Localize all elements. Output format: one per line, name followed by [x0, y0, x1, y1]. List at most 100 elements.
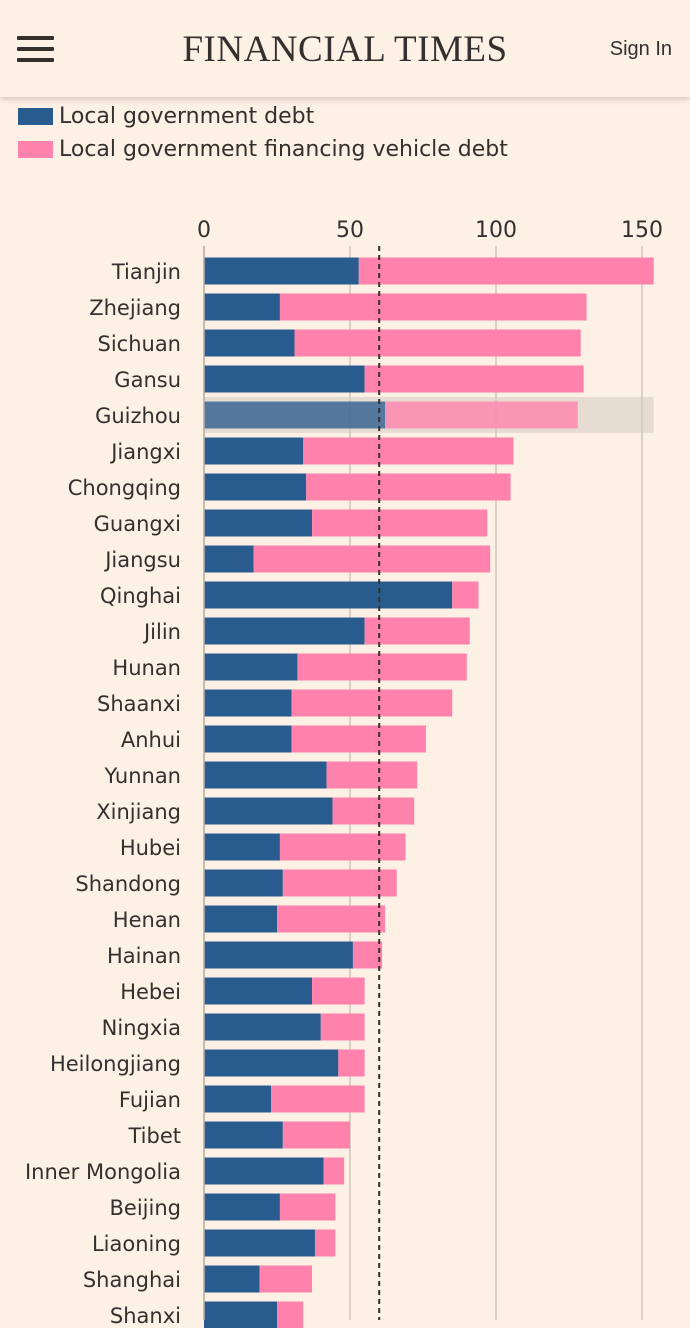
bar-guizhou-lgfv-debt: [385, 401, 578, 429]
legend-item-local-government-debt: Local government debt: [18, 100, 508, 133]
bar-gansu-local-government-debt: [204, 365, 365, 393]
bar-yunnan-lgfv-debt: [326, 761, 418, 789]
category-label-qinghai: Qinghai: [100, 584, 181, 608]
category-label-hunan: Hunan: [112, 656, 181, 680]
bar-heilongjiang-lgfv-debt: [338, 1049, 365, 1077]
category-label-chongqing: Chongqing: [68, 476, 181, 500]
category-label-shandong: Shandong: [75, 872, 181, 896]
bar-inner-mongolia-lgfv-debt: [323, 1157, 345, 1185]
category-label-jiangxi: Jiangxi: [109, 440, 181, 464]
bar-jiangxi-lgfv-debt: [303, 437, 514, 465]
bar-ningxia-local-government-debt: [204, 1013, 321, 1041]
bar-hubei-local-government-debt: [204, 833, 280, 861]
bar-qinghai-lgfv-debt: [452, 581, 479, 609]
bar-guizhou-local-government-debt: [204, 401, 386, 429]
bar-heilongjiang-local-government-debt: [204, 1049, 339, 1077]
bar-shandong-local-government-debt: [204, 869, 283, 897]
bar-jiangxi-local-government-debt: [204, 437, 304, 465]
bar-beijing-local-government-debt: [204, 1193, 280, 1221]
category-label-sichuan: Sichuan: [97, 332, 181, 356]
bar-chongqing-lgfv-debt: [306, 473, 511, 501]
bar-hunan-local-government-debt: [204, 653, 298, 681]
category-label-beijing: Beijing: [110, 1196, 181, 1220]
bar-fujian-lgfv-debt: [271, 1085, 365, 1113]
bar-jiangsu-lgfv-debt: [253, 545, 491, 573]
category-label-guangxi: Guangxi: [94, 512, 181, 536]
category-label-jiangsu: Jiangsu: [103, 548, 181, 572]
bar-qinghai-local-government-debt: [204, 581, 453, 609]
bar-anhui-local-government-debt: [204, 725, 292, 753]
bar-hebei-local-government-debt: [204, 977, 313, 1005]
bar-xinjiang-lgfv-debt: [332, 797, 415, 825]
category-label-liaoning: Liaoning: [92, 1232, 181, 1256]
category-label-ningxia: Ningxia: [102, 1016, 181, 1040]
category-label-tibet: Tibet: [128, 1124, 182, 1148]
bar-tibet-lgfv-debt: [282, 1121, 350, 1149]
bar-tianjin-local-government-debt: [204, 257, 359, 285]
category-label-guizhou: Guizhou: [95, 404, 181, 428]
category-label-tianjin: Tianjin: [111, 260, 181, 284]
legend-item-lgfv-debt: Local government financing vehicle debt: [18, 133, 508, 166]
bar-shaanxi-local-government-debt: [204, 689, 292, 717]
bar-fujian-local-government-debt: [204, 1085, 272, 1113]
category-label-shanghai: Shanghai: [83, 1268, 181, 1292]
bar-ningxia-lgfv-debt: [320, 1013, 365, 1041]
bar-hubei-lgfv-debt: [279, 833, 406, 861]
bar-xinjiang-local-government-debt: [204, 797, 333, 825]
legend-swatch-lgfv-debt: [18, 141, 53, 158]
category-label-gansu: Gansu: [114, 368, 181, 392]
bar-yunnan-local-government-debt: [204, 761, 327, 789]
bar-liaoning-local-government-debt: [204, 1229, 315, 1257]
bar-guangxi-local-government-debt: [204, 509, 313, 537]
category-label-heilongjiang: Heilongjiang: [50, 1052, 181, 1076]
legend-label-lgfv-debt: Local government financing vehicle debt: [59, 137, 508, 162]
category-label-xinjiang: Xinjiang: [96, 800, 181, 824]
x-tick-label-150: 150: [621, 218, 663, 243]
category-label-zhejiang: Zhejiang: [89, 296, 181, 320]
hamburger-menu-icon[interactable]: [17, 36, 54, 62]
x-tick-label-50: 50: [336, 218, 364, 243]
bar-anhui-lgfv-debt: [291, 725, 426, 753]
bar-liaoning-lgfv-debt: [314, 1229, 336, 1257]
bar-chongqing-local-government-debt: [204, 473, 307, 501]
chart-legend: Local government debt Local government f…: [18, 100, 508, 166]
site-header: FINANCIAL TIMES Sign In: [0, 0, 690, 97]
bar-hainan-local-government-debt: [204, 941, 353, 969]
category-label-yunnan: Yunnan: [103, 764, 181, 788]
masthead-logo[interactable]: FINANCIAL TIMES: [182, 29, 508, 70]
category-label-shaanxi: Shaanxi: [97, 692, 181, 716]
bar-shanghai-lgfv-debt: [259, 1265, 313, 1293]
category-label-inner-mongolia: Inner Mongolia: [25, 1160, 181, 1184]
bar-guangxi-lgfv-debt: [312, 509, 488, 537]
bar-shandong-lgfv-debt: [282, 869, 397, 897]
category-label-hubei: Hubei: [120, 836, 181, 860]
bar-tibet-local-government-debt: [204, 1121, 283, 1149]
bar-hainan-lgfv-debt: [352, 941, 383, 969]
bar-tianjin-lgfv-debt: [358, 257, 654, 285]
masthead-container: FINANCIAL TIMES: [0, 28, 690, 71]
bar-jilin-lgfv-debt: [364, 617, 470, 645]
bar-gansu-lgfv-debt: [364, 365, 584, 393]
bar-henan-local-government-debt: [204, 905, 277, 933]
bar-hunan-lgfv-debt: [297, 653, 467, 681]
bar-hebei-lgfv-debt: [312, 977, 365, 1005]
category-label-hainan: Hainan: [107, 944, 181, 968]
bar-zhejiang-local-government-debt: [204, 293, 280, 321]
bar-beijing-lgfv-debt: [279, 1193, 336, 1221]
category-label-hebei: Hebei: [120, 980, 181, 1004]
bar-inner-mongolia-local-government-debt: [204, 1157, 324, 1185]
legend-swatch-local-government-debt: [18, 108, 53, 125]
bar-jilin-local-government-debt: [204, 617, 365, 645]
bar-jiangsu-local-government-debt: [204, 545, 254, 573]
legend-label-local-government-debt: Local government debt: [59, 104, 315, 129]
bar-shanxi-lgfv-debt: [277, 1301, 304, 1328]
category-label-anhui: Anhui: [121, 728, 181, 752]
sign-in-link[interactable]: Sign In: [609, 38, 672, 60]
x-tick-label-100: 100: [475, 218, 517, 243]
category-label-henan: Henan: [113, 908, 181, 932]
category-label-fujian: Fujian: [119, 1088, 181, 1112]
bar-zhejiang-lgfv-debt: [279, 293, 587, 321]
bar-sichuan-local-government-debt: [204, 329, 295, 357]
bar-henan-lgfv-debt: [277, 905, 386, 933]
